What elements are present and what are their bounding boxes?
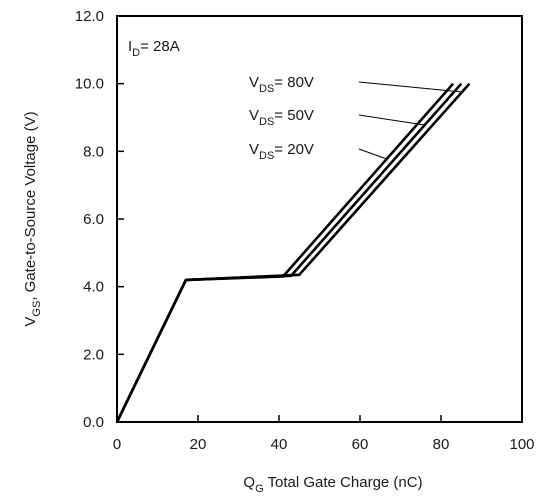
series-label: VDS= 80V	[249, 74, 314, 95]
x-tick-label: 20	[190, 436, 207, 453]
y-axis-title: VGS, Gate-to-Source Voltage (V)	[22, 111, 43, 326]
x-tick-label: 40	[271, 436, 288, 453]
series-leader-line	[358, 148, 387, 160]
series-label: VDS= 50V	[249, 107, 314, 128]
series-labels: VDS= 80V VDS= 50V VDS= 20V	[249, 74, 462, 162]
x-axis-title: QG Total Gate Charge (nC)	[243, 474, 422, 495]
y-tick-label: 10.0	[75, 76, 104, 93]
series-leader-line	[358, 81, 462, 93]
y-tick-label: 4.0	[83, 279, 104, 296]
series-group	[115, 82, 471, 423]
drain-current-annotation: ID= 28A	[128, 38, 180, 59]
series-line	[115, 82, 455, 423]
series-label: VDS= 20V	[249, 141, 314, 162]
series-leader-line	[358, 114, 425, 126]
plot-frame	[116, 15, 523, 423]
y-tick-label: 0.0	[83, 414, 104, 431]
y-tick-label: 2.0	[83, 346, 104, 363]
x-tick-label: 60	[352, 436, 369, 453]
x-tick-label: 100	[509, 436, 534, 453]
y-axis: 0.0 2.0 4.0 6.0 8.0 10.0 12.0	[75, 8, 124, 431]
y-tick-label: 6.0	[83, 211, 104, 228]
x-axis: 0 20 40 60 80 100	[113, 415, 535, 453]
x-tick-label: 0	[113, 436, 121, 453]
x-tick-label: 80	[433, 436, 450, 453]
y-tick-label: 8.0	[83, 143, 104, 160]
y-tick-label: 12.0	[75, 8, 104, 25]
